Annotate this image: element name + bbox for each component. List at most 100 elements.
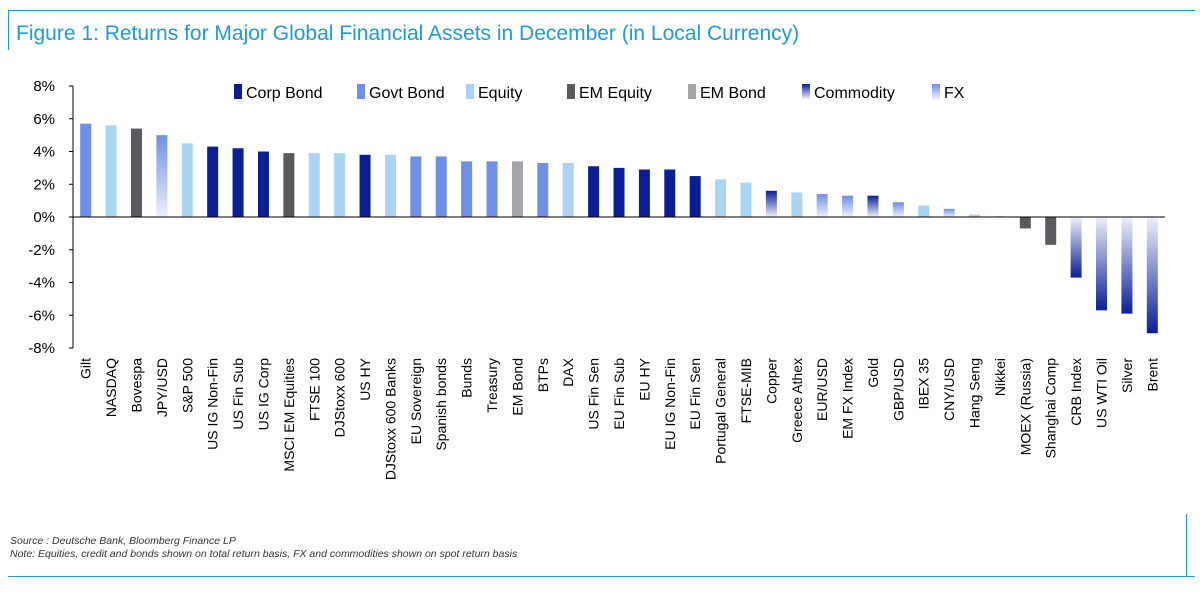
bar <box>842 195 854 217</box>
x-tick-label: US WTI Oil <box>1094 358 1110 428</box>
legend-swatch <box>234 84 242 99</box>
y-tick-label: 0% <box>33 209 55 226</box>
x-tick-label: Brent <box>1144 358 1160 392</box>
x-tick-label: S&P 500 <box>179 358 195 413</box>
x-tick-label: Copper <box>763 358 779 404</box>
x-tick-label: US HY <box>357 357 373 400</box>
x-tick-label: MOEX (Russia) <box>1017 358 1033 455</box>
x-tick-label: EU Fin Sen <box>687 358 703 430</box>
bar <box>765 190 777 217</box>
x-tick-label: EUR/USD <box>814 358 830 421</box>
chart-title: Figure 1: Returns for Major Global Finan… <box>16 22 800 45</box>
bar <box>588 166 600 217</box>
x-tick-label: Treasury <box>484 358 500 413</box>
x-tick-label: EU IG Non-Fin <box>662 358 678 450</box>
x-tick-label: Bunds <box>459 358 475 398</box>
x-tick-label: DAX <box>560 357 576 386</box>
x-tick-label: IBEX 35 <box>916 358 932 410</box>
y-tick-label: -2% <box>28 242 55 259</box>
bar <box>486 161 498 217</box>
x-tick-label: Bovespa <box>128 358 144 413</box>
bar <box>410 156 422 217</box>
bar <box>1070 217 1082 278</box>
bar <box>1019 217 1031 229</box>
bar <box>334 153 346 217</box>
legend-label: Corp Bond <box>246 85 323 102</box>
legend-swatch <box>357 84 365 99</box>
bar <box>1096 217 1108 311</box>
x-tick-label: CNY/USD <box>941 358 957 421</box>
y-tick-label: -4% <box>28 275 55 292</box>
x-tick-label: Hang Seng <box>967 358 983 428</box>
bar <box>1045 217 1057 245</box>
legend-label: Commodity <box>814 85 895 102</box>
x-tick-label: Nikkei <box>992 358 1008 396</box>
x-tick-label: Greece Athex <box>789 358 805 443</box>
bar <box>435 156 447 217</box>
bar <box>105 125 117 217</box>
x-tick-label: EU HY <box>636 357 652 400</box>
bar <box>892 202 904 217</box>
bar <box>943 208 955 217</box>
x-tick-label: EM FX Index <box>840 358 856 439</box>
legend-swatch <box>567 84 575 99</box>
y-tick-label: -6% <box>28 307 55 324</box>
y-tick-label: 4% <box>33 144 55 161</box>
x-tick-label: Gold <box>865 358 881 388</box>
bar <box>308 153 320 217</box>
bar <box>156 135 168 217</box>
x-tick-label: GBP/USD <box>890 358 906 421</box>
bar <box>715 179 727 217</box>
bar <box>969 214 981 217</box>
x-tick-label: EM Bond <box>509 358 525 416</box>
x-tick-label: Spanish bonds <box>433 358 449 451</box>
y-tick-label: 6% <box>33 111 55 128</box>
bar <box>461 161 473 217</box>
x-tick-label: JPY/USD <box>154 358 170 417</box>
x-tick-label: DJStoxx 600 <box>332 358 348 438</box>
legend-label: EM Bond <box>700 85 766 102</box>
bar <box>232 148 244 217</box>
bar <box>918 205 930 217</box>
bar <box>181 143 193 217</box>
frame-top-border <box>8 10 1195 11</box>
x-tick-label: Silver <box>1119 358 1135 393</box>
bar <box>257 151 269 217</box>
legend-label: FX <box>944 85 965 102</box>
legend-label: Equity <box>478 85 522 102</box>
x-tick-label: US IG Non-Fin <box>205 358 221 450</box>
x-tick-label: DJStoxx 600 Banks <box>382 358 398 480</box>
x-tick-label: EU Sovereign <box>408 358 424 444</box>
x-tick-label: US IG Corp <box>255 358 271 431</box>
bar <box>80 123 92 217</box>
legend-label: Govt Bond <box>369 85 445 102</box>
legend-swatch <box>802 84 810 99</box>
x-tick-label: NASDAQ <box>103 358 119 417</box>
y-tick-label: 8% <box>33 78 55 95</box>
source-text: Source : Deutsche Bank, Bloomberg Financ… <box>10 535 236 547</box>
x-tick-label: US Fin Sen <box>586 358 602 430</box>
bar-chart: 8% 6% 4% 2% 0% -2% -4% -6% -8% Gilt NASDAQ Bovespa J… <box>28 78 1165 480</box>
bar <box>613 167 625 217</box>
bar <box>130 128 142 217</box>
legend-swatch <box>932 84 940 99</box>
note-text: Note: Equities, credit and bonds shown o… <box>10 548 518 560</box>
frame-left-border <box>8 10 9 50</box>
bar <box>816 194 828 217</box>
bar <box>664 169 676 217</box>
x-tick-label: BTPs <box>535 358 551 392</box>
bar <box>537 162 549 217</box>
x-tick-label: FTSE-MIB <box>738 358 754 423</box>
bar <box>207 146 219 217</box>
bar <box>638 169 650 217</box>
bar <box>511 161 523 217</box>
bar <box>359 154 371 217</box>
bar <box>283 153 295 217</box>
bar <box>791 192 803 217</box>
bar <box>562 162 574 217</box>
legend: Corp Bond Govt Bond Equity EM Equity EM Bond… <box>234 84 965 102</box>
x-tick-label: MSCI EM Equities <box>281 358 297 472</box>
legend-label: EM Equity <box>579 85 652 102</box>
y-tick-label: -8% <box>28 340 55 357</box>
x-tick-label: CRB Index <box>1068 358 1084 426</box>
